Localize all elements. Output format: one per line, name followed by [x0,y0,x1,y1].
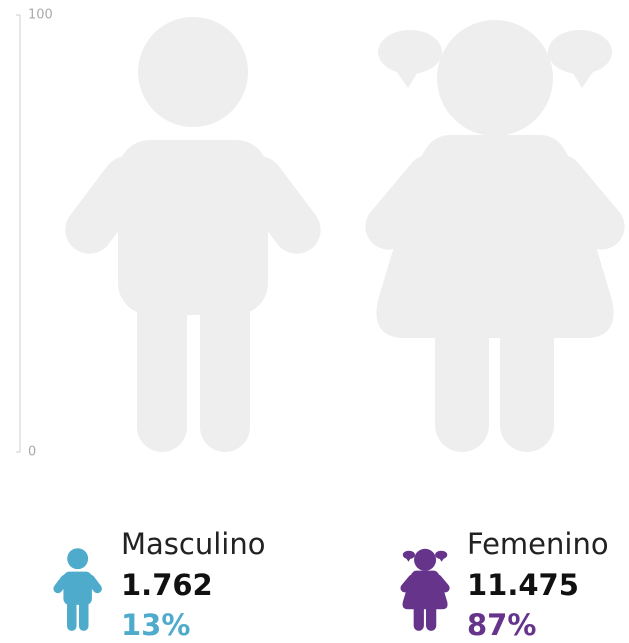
figure-background [55,17,331,452]
figure-fill [55,395,331,452]
value-label: 87% [467,608,536,642]
count-label: 1.762 [121,568,213,602]
value-label: 13% [121,608,190,642]
figure-background [356,20,629,452]
y-tick-label: 100 [28,8,53,23]
category-label: Masculino [121,527,265,561]
category-label: Femenino [467,527,609,561]
legend-icon [51,548,104,631]
y-tick-label: 0 [28,445,36,460]
count-label: 11.475 [467,568,579,602]
legend-icon [398,548,452,631]
